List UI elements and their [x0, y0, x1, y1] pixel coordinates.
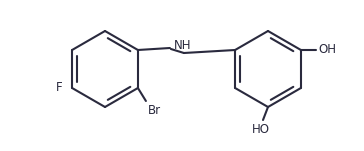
Text: Br: Br [148, 104, 161, 117]
Text: NH: NH [174, 40, 191, 53]
Text: OH: OH [318, 43, 336, 56]
Text: F: F [55, 82, 62, 95]
Text: HO: HO [252, 123, 270, 136]
